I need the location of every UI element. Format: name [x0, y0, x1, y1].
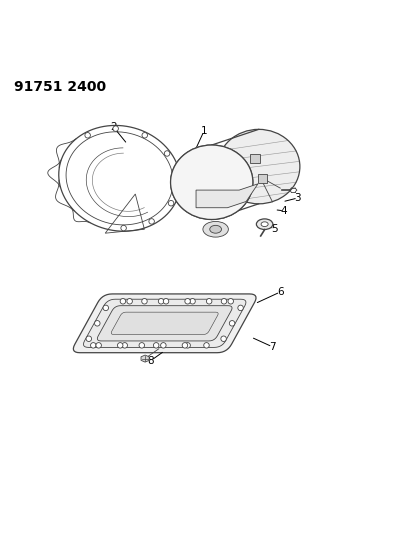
Text: 91751 2400: 91751 2400 — [14, 80, 106, 94]
Ellipse shape — [217, 130, 300, 204]
Circle shape — [120, 298, 126, 304]
Text: 8: 8 — [148, 356, 154, 366]
Circle shape — [103, 305, 109, 311]
Circle shape — [139, 343, 145, 348]
Text: 1: 1 — [200, 126, 207, 136]
Circle shape — [206, 298, 212, 304]
Circle shape — [122, 343, 128, 348]
Ellipse shape — [210, 225, 221, 233]
Polygon shape — [73, 294, 256, 353]
Polygon shape — [196, 184, 258, 208]
Polygon shape — [97, 306, 232, 341]
Polygon shape — [111, 312, 218, 335]
Bar — [258, 174, 267, 183]
Circle shape — [185, 298, 190, 304]
Text: 3: 3 — [295, 193, 301, 203]
Text: 7: 7 — [269, 342, 276, 352]
Circle shape — [182, 343, 188, 348]
Polygon shape — [84, 299, 246, 348]
Circle shape — [228, 298, 234, 304]
Ellipse shape — [203, 221, 228, 237]
Circle shape — [95, 320, 100, 326]
Circle shape — [204, 343, 209, 348]
Text: 6: 6 — [277, 287, 284, 297]
Ellipse shape — [256, 219, 273, 230]
Ellipse shape — [261, 222, 268, 227]
Ellipse shape — [171, 145, 253, 220]
Circle shape — [221, 336, 227, 342]
Text: 2: 2 — [110, 123, 117, 132]
Circle shape — [190, 298, 195, 304]
Circle shape — [238, 305, 243, 311]
Circle shape — [127, 298, 132, 304]
Bar — [250, 154, 259, 164]
Circle shape — [142, 298, 147, 304]
Text: 4: 4 — [281, 206, 287, 216]
Circle shape — [221, 298, 227, 304]
Circle shape — [163, 298, 169, 304]
Circle shape — [153, 343, 159, 348]
Circle shape — [158, 298, 164, 304]
Circle shape — [91, 343, 96, 348]
Text: 5: 5 — [271, 224, 278, 235]
Circle shape — [164, 151, 170, 156]
Circle shape — [174, 175, 179, 181]
Circle shape — [86, 336, 91, 342]
Circle shape — [121, 225, 126, 231]
Circle shape — [161, 343, 166, 348]
Ellipse shape — [171, 145, 253, 220]
Circle shape — [168, 200, 174, 206]
Polygon shape — [141, 355, 149, 362]
Circle shape — [142, 133, 147, 138]
Circle shape — [113, 126, 118, 131]
Circle shape — [85, 133, 90, 138]
Circle shape — [185, 343, 190, 348]
Circle shape — [149, 219, 154, 224]
Circle shape — [229, 320, 235, 326]
Circle shape — [96, 343, 101, 348]
Circle shape — [118, 343, 123, 348]
